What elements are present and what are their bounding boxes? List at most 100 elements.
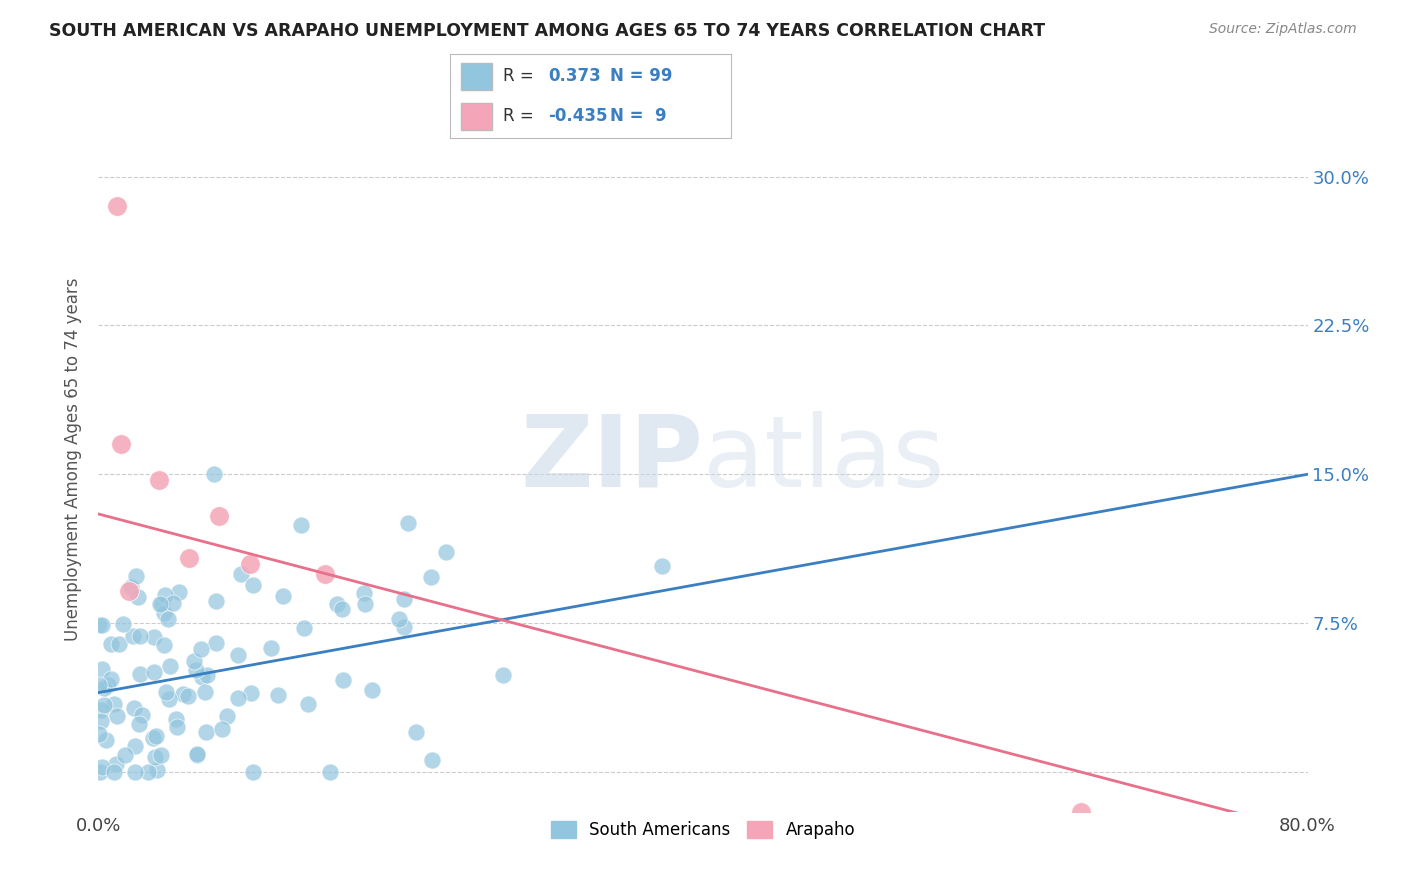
Point — [105, 757, 128, 772]
Point — [105, 199, 128, 213]
Text: R =: R = — [503, 107, 534, 125]
Point — [129, 667, 152, 681]
Point — [150, 597, 173, 611]
Point — [100, 637, 122, 651]
Point — [125, 569, 148, 583]
Point — [136, 764, 159, 779]
Point — [87, 678, 110, 692]
Point — [108, 637, 131, 651]
Point — [202, 467, 225, 481]
Text: ZIP: ZIP — [520, 411, 703, 508]
Point — [325, 597, 347, 611]
Point — [124, 764, 146, 779]
Point — [131, 708, 153, 723]
Point — [155, 685, 177, 699]
Point — [91, 760, 114, 774]
FancyBboxPatch shape — [461, 103, 492, 130]
Point — [211, 722, 233, 736]
Y-axis label: Unemployment Among Ages 65 to 74 years: Unemployment Among Ages 65 to 74 years — [65, 277, 83, 641]
Point — [186, 747, 208, 761]
Point — [177, 689, 200, 703]
Point — [127, 590, 149, 604]
Point — [87, 727, 110, 741]
Point — [229, 566, 252, 581]
Point — [112, 616, 135, 631]
Point — [93, 681, 115, 695]
Point — [91, 662, 114, 676]
Point — [96, 732, 118, 747]
Point — [179, 550, 201, 565]
Point — [97, 678, 120, 692]
Point — [240, 686, 263, 700]
Point — [208, 508, 231, 523]
Point — [191, 670, 214, 684]
Point — [159, 659, 181, 673]
Point — [205, 594, 228, 608]
Point — [105, 709, 128, 723]
Point — [319, 764, 342, 779]
Point — [396, 516, 419, 531]
Point — [153, 606, 176, 620]
Point — [124, 739, 146, 754]
Point — [145, 750, 167, 764]
Point — [118, 584, 141, 599]
Text: R =: R = — [503, 68, 534, 86]
Point — [142, 731, 165, 746]
Point — [420, 570, 443, 584]
Point — [354, 597, 377, 611]
Point — [142, 665, 165, 679]
Point — [145, 729, 167, 743]
Point — [194, 685, 217, 699]
Point — [394, 592, 416, 607]
Point — [215, 708, 238, 723]
Text: atlas: atlas — [703, 411, 945, 508]
Point — [491, 668, 513, 682]
Point — [1070, 805, 1092, 819]
Point — [353, 586, 375, 600]
Point — [330, 602, 353, 616]
Text: N =  9: N = 9 — [610, 107, 666, 125]
Point — [422, 753, 444, 767]
Point — [165, 712, 187, 726]
FancyBboxPatch shape — [461, 62, 492, 90]
Point — [434, 545, 457, 559]
Point — [146, 763, 169, 777]
Point — [266, 688, 288, 702]
Point — [290, 518, 312, 533]
Point — [87, 618, 110, 632]
Point — [157, 692, 180, 706]
Point — [297, 698, 319, 712]
Point — [190, 641, 212, 656]
Point — [103, 697, 125, 711]
Point — [195, 668, 218, 682]
Point — [204, 636, 226, 650]
Point — [90, 714, 112, 728]
Point — [122, 701, 145, 715]
Point — [153, 588, 176, 602]
Text: Source: ZipAtlas.com: Source: ZipAtlas.com — [1209, 22, 1357, 37]
Point — [186, 747, 208, 762]
Text: 0.373: 0.373 — [548, 68, 602, 86]
Text: SOUTH AMERICAN VS ARAPAHO UNEMPLOYMENT AMONG AGES 65 TO 74 YEARS CORRELATION CHA: SOUTH AMERICAN VS ARAPAHO UNEMPLOYMENT A… — [49, 22, 1045, 40]
Point — [167, 584, 190, 599]
Point — [90, 618, 112, 632]
Point — [183, 654, 205, 668]
Point — [392, 620, 415, 634]
Point — [110, 437, 132, 451]
Point — [194, 724, 217, 739]
Point — [162, 596, 184, 610]
Point — [89, 764, 111, 779]
Point — [142, 630, 165, 644]
Point — [172, 687, 194, 701]
Point — [405, 725, 427, 739]
Text: -0.435: -0.435 — [548, 107, 607, 125]
Point — [148, 473, 170, 487]
Point — [271, 590, 294, 604]
Point — [100, 673, 122, 687]
Text: N = 99: N = 99 — [610, 68, 672, 86]
Point — [121, 629, 143, 643]
Legend: South Americans, Arapaho: South Americans, Arapaho — [544, 814, 862, 846]
Point — [149, 597, 172, 611]
Point — [128, 717, 150, 731]
Point — [332, 673, 354, 687]
